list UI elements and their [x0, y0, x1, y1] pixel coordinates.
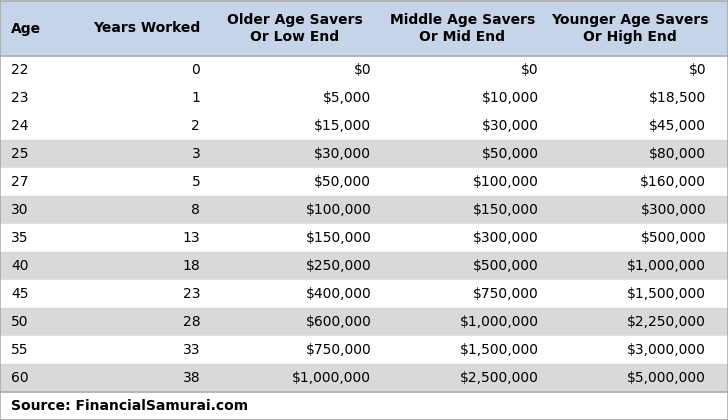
Text: $500,000: $500,000: [473, 259, 539, 273]
Text: 45: 45: [11, 287, 28, 301]
Text: 25: 25: [11, 147, 28, 161]
Text: 28: 28: [183, 315, 200, 329]
Text: 40: 40: [11, 259, 28, 273]
Text: $250,000: $250,000: [306, 259, 371, 273]
Text: $100,000: $100,000: [473, 175, 539, 189]
Text: $5,000,000: $5,000,000: [628, 371, 706, 385]
Text: $10,000: $10,000: [482, 91, 539, 105]
Text: Age: Age: [11, 21, 41, 36]
Text: $30,000: $30,000: [482, 119, 539, 133]
Text: 23: 23: [11, 91, 28, 105]
Text: Younger Age Savers
Or High End: Younger Age Savers Or High End: [551, 13, 708, 44]
Text: 22: 22: [11, 63, 28, 77]
Text: $750,000: $750,000: [473, 287, 539, 301]
Text: $1,000,000: $1,000,000: [627, 259, 706, 273]
Text: 2: 2: [191, 119, 200, 133]
Text: Source: FinancialSamurai.com: Source: FinancialSamurai.com: [11, 399, 248, 413]
Text: 35: 35: [11, 231, 28, 245]
Text: Middle Age Savers
Or Mid End: Middle Age Savers Or Mid End: [389, 13, 535, 44]
Text: 55: 55: [11, 343, 28, 357]
Text: 18: 18: [183, 259, 200, 273]
Text: $5,000: $5,000: [323, 91, 371, 105]
Text: $15,000: $15,000: [314, 119, 371, 133]
Text: 33: 33: [183, 343, 200, 357]
Text: $1,000,000: $1,000,000: [292, 371, 371, 385]
Text: $500,000: $500,000: [641, 231, 706, 245]
Text: $50,000: $50,000: [314, 175, 371, 189]
Text: 1: 1: [191, 91, 200, 105]
Text: $100,000: $100,000: [306, 203, 371, 217]
Text: $30,000: $30,000: [314, 147, 371, 161]
Text: $3,000,000: $3,000,000: [628, 343, 706, 357]
Text: 5: 5: [191, 175, 200, 189]
Text: Older Age Savers
Or Low End: Older Age Savers Or Low End: [227, 13, 363, 44]
Text: $0: $0: [354, 63, 371, 77]
Text: $750,000: $750,000: [306, 343, 371, 357]
Text: 8: 8: [191, 203, 200, 217]
Text: $0: $0: [521, 63, 539, 77]
Text: 38: 38: [183, 371, 200, 385]
Text: $300,000: $300,000: [473, 231, 539, 245]
Text: 50: 50: [11, 315, 28, 329]
Text: $1,500,000: $1,500,000: [627, 287, 706, 301]
Text: $150,000: $150,000: [473, 203, 539, 217]
Text: 60: 60: [11, 371, 28, 385]
Text: 24: 24: [11, 119, 28, 133]
Text: 30: 30: [11, 203, 28, 217]
Text: $18,500: $18,500: [649, 91, 706, 105]
Text: $45,000: $45,000: [649, 119, 706, 133]
Text: $2,250,000: $2,250,000: [628, 315, 706, 329]
Text: $160,000: $160,000: [640, 175, 706, 189]
Text: $1,000,000: $1,000,000: [459, 315, 539, 329]
Text: 23: 23: [183, 287, 200, 301]
Text: $0: $0: [689, 63, 706, 77]
Text: 0: 0: [191, 63, 200, 77]
Text: Years Worked: Years Worked: [93, 21, 200, 36]
Text: $1,500,000: $1,500,000: [459, 343, 539, 357]
Text: $80,000: $80,000: [649, 147, 706, 161]
Text: 3: 3: [191, 147, 200, 161]
Text: $50,000: $50,000: [482, 147, 539, 161]
Text: $300,000: $300,000: [641, 203, 706, 217]
Text: $600,000: $600,000: [306, 315, 371, 329]
Text: $150,000: $150,000: [306, 231, 371, 245]
Text: 13: 13: [183, 231, 200, 245]
Text: $400,000: $400,000: [306, 287, 371, 301]
Text: $2,500,000: $2,500,000: [460, 371, 539, 385]
Text: 27: 27: [11, 175, 28, 189]
